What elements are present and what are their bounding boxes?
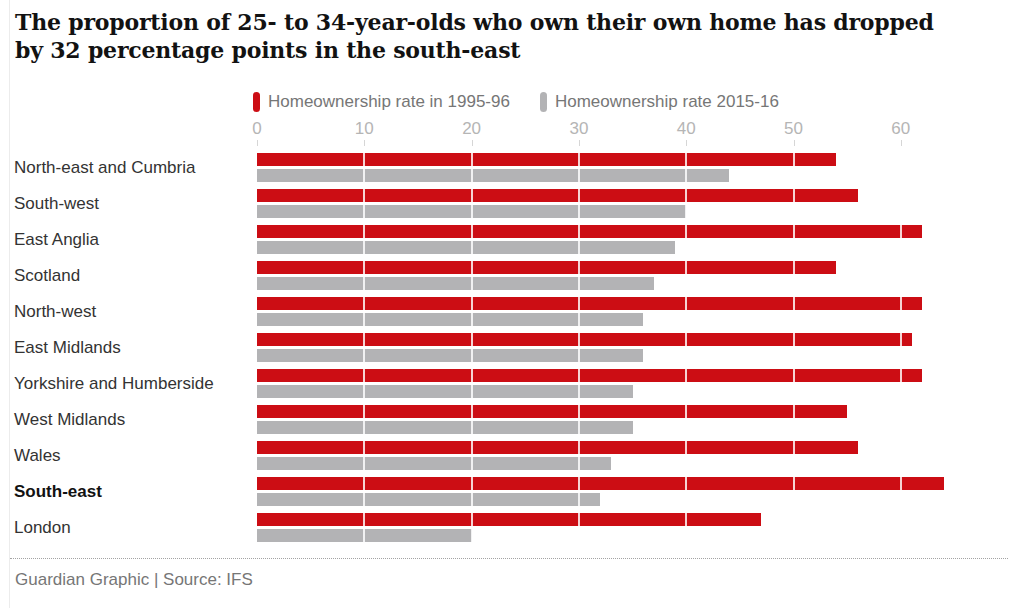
bars-pair [257, 369, 922, 398]
chart-title: The proportion of 25- to 34-year-olds wh… [15, 8, 990, 64]
bar-2015-16 [257, 349, 643, 362]
chart-row-london: London [0, 513, 1010, 542]
bar-2015-16 [257, 169, 729, 182]
footer-divider [10, 558, 1008, 559]
row-label: North-west [0, 302, 257, 322]
chart-row-wales: Wales [0, 441, 1010, 470]
x-axis-tick-label: 10 [355, 119, 374, 139]
row-label: Yorkshire and Humberside [0, 374, 257, 394]
row-label: South-west [0, 194, 257, 214]
legend-label-2015-16: Homeownership rate 2015-16 [555, 92, 779, 112]
bar-1995-96 [257, 261, 836, 274]
chart-row-south-west: South-west [0, 189, 1010, 218]
row-label: Wales [0, 446, 257, 466]
bars-pair [257, 405, 847, 434]
bar-2015-16 [257, 385, 633, 398]
chart-legend: Homeownership rate in 1995-96 Homeowners… [253, 91, 1010, 112]
legend-item-2015-16: Homeownership rate 2015-16 [540, 92, 779, 112]
bar-2015-16 [257, 493, 600, 506]
chart-row-east-anglia: East Anglia [0, 225, 1010, 254]
bar-1995-96 [257, 189, 858, 202]
row-label: North-east and Cumbria [0, 158, 257, 178]
bar-1995-96 [257, 297, 922, 310]
x-axis-tick-mark [579, 140, 580, 146]
x-axis-tick-label: 30 [569, 119, 588, 139]
chart-title-line-1: The proportion of 25- to 34-year-olds wh… [15, 8, 990, 36]
bars-pair [257, 513, 761, 542]
bars-pair [257, 297, 922, 326]
bar-2015-16 [257, 205, 686, 218]
bar-1995-96 [257, 441, 858, 454]
row-label: South-east [0, 482, 257, 502]
x-axis-tick-mark [686, 140, 687, 146]
chart-row-north-east-and-cumbria: North-east and Cumbria [0, 153, 1010, 182]
row-label: Scotland [0, 266, 257, 286]
x-axis-tick-label: 60 [891, 119, 910, 139]
row-label: East Midlands [0, 338, 257, 358]
bars-pair [257, 441, 858, 470]
chart-row-yorkshire-and-humberside: Yorkshire and Humberside [0, 369, 1010, 398]
x-axis-tick-label: 0 [252, 119, 261, 139]
bar-2015-16 [257, 277, 654, 290]
bars-pair [257, 189, 858, 218]
x-axis-tick-mark [257, 140, 258, 146]
bar-1995-96 [257, 333, 912, 346]
x-axis-tick-label: 40 [677, 119, 696, 139]
legend-swatch-red-icon [253, 92, 260, 112]
x-axis-tick-mark [472, 140, 473, 146]
bars-pair [257, 153, 836, 182]
bar-2015-16 [257, 457, 611, 470]
legend-swatch-grey-icon [540, 92, 547, 112]
bar-2015-16 [257, 313, 643, 326]
bar-chart-plot: North-east and Cumbria South-west East Ang… [0, 153, 1010, 542]
chart-row-west-midlands: West Midlands [0, 405, 1010, 434]
bar-1995-96 [257, 477, 944, 490]
x-axis: 0102030405060 [257, 119, 1010, 146]
x-axis-tick-label: 20 [462, 119, 481, 139]
chart-row-north-west: North-west [0, 297, 1010, 326]
bar-1995-96 [257, 369, 922, 382]
legend-item-1995-96: Homeownership rate in 1995-96 [253, 92, 510, 112]
x-axis-tick-label: 50 [784, 119, 803, 139]
x-axis-tick-mark [901, 140, 902, 146]
bar-2015-16 [257, 241, 675, 254]
x-axis-tick-mark [794, 140, 795, 146]
row-label: West Midlands [0, 410, 257, 430]
x-axis-tick-mark [364, 140, 365, 146]
bar-2015-16 [257, 529, 472, 542]
bar-1995-96 [257, 153, 836, 166]
row-label: East Anglia [0, 230, 257, 250]
bar-1995-96 [257, 513, 761, 526]
legend-label-1995-96: Homeownership rate in 1995-96 [268, 92, 510, 112]
bars-pair [257, 333, 912, 362]
bars-pair [257, 477, 944, 506]
bars-pair [257, 261, 836, 290]
chart-row-scotland: Scotland [0, 261, 1010, 290]
bar-1995-96 [257, 405, 847, 418]
bar-2015-16 [257, 421, 633, 434]
row-label: London [0, 518, 257, 538]
source-attribution: Guardian Graphic | Source: IFS [15, 570, 1010, 590]
bars-pair [257, 225, 922, 254]
chart-row-east-midlands: East Midlands [0, 333, 1010, 362]
chart-title-line-2: by 32 percentage points in the south-eas… [15, 36, 990, 64]
chart-row-south-east: South-east [0, 477, 1010, 506]
bar-1995-96 [257, 225, 922, 238]
